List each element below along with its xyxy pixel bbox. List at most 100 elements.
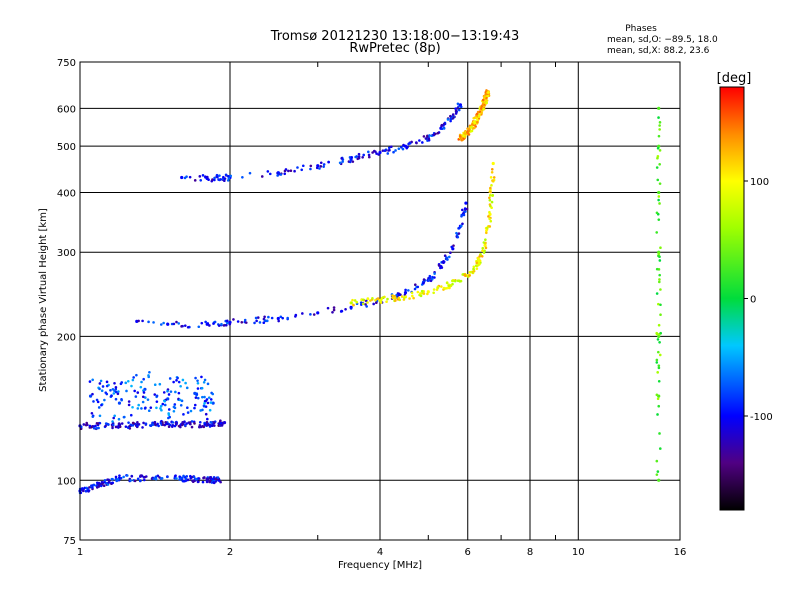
- data-point: [367, 153, 371, 157]
- data-point: [101, 385, 105, 388]
- data-point: [166, 322, 169, 326]
- data-point: [176, 376, 179, 380]
- data-point: [147, 374, 150, 377]
- data-point: [482, 107, 486, 111]
- data-point: [148, 370, 151, 374]
- data-point: [186, 325, 190, 329]
- data-point: [270, 316, 274, 320]
- data-point: [179, 403, 183, 407]
- data-point: [386, 297, 389, 301]
- data-point: [316, 311, 320, 315]
- data-point: [222, 324, 226, 327]
- data-point: [350, 301, 353, 305]
- data-point: [253, 321, 256, 325]
- data-point: [400, 145, 403, 149]
- data-point: [401, 147, 405, 151]
- data-point: [392, 150, 395, 154]
- data-point: [204, 176, 207, 179]
- data-point: [658, 202, 661, 205]
- data-point: [173, 406, 177, 410]
- data-point: [86, 487, 89, 491]
- data-point: [412, 296, 415, 300]
- data-point: [127, 400, 131, 403]
- data-point: [218, 174, 221, 177]
- data-point: [477, 258, 481, 261]
- data-point: [383, 149, 386, 152]
- data-point: [362, 298, 365, 302]
- data-point: [189, 422, 192, 426]
- data-point: [461, 222, 464, 226]
- data-point: [443, 254, 447, 258]
- data-point: [422, 135, 426, 138]
- data-point: [181, 423, 184, 427]
- data-point: [162, 321, 165, 325]
- data-point: [332, 308, 336, 312]
- data-point: [487, 91, 490, 94]
- data-point: [436, 131, 440, 135]
- data-point: [194, 396, 198, 399]
- data-point: [659, 331, 662, 335]
- data-point: [85, 423, 89, 427]
- data-point: [98, 414, 102, 418]
- data-point: [97, 406, 101, 409]
- data-point: [442, 261, 445, 265]
- data-point: [240, 320, 244, 324]
- data-point: [182, 413, 185, 416]
- y-tick-label: 600: [57, 104, 76, 115]
- phase-info-x: mean, sd,X: 88.2, 23.6: [607, 46, 710, 56]
- data-point: [177, 391, 181, 395]
- data-point: [196, 379, 199, 383]
- data-point: [135, 373, 138, 377]
- data-point: [210, 424, 214, 427]
- data-point: [188, 175, 192, 179]
- data-point: [463, 207, 467, 210]
- data-point: [294, 313, 298, 317]
- data-point: [457, 227, 460, 230]
- data-point: [491, 179, 495, 183]
- data-point: [658, 128, 661, 131]
- data-point: [111, 420, 114, 423]
- data-point: [479, 107, 483, 110]
- data-point: [448, 286, 451, 290]
- colorbar-label: [deg]: [717, 71, 752, 86]
- data-point: [88, 424, 92, 428]
- data-point: [152, 477, 156, 481]
- data-point: [488, 212, 492, 216]
- data-point: [167, 412, 170, 415]
- data-point: [225, 319, 229, 323]
- data-point: [457, 108, 461, 112]
- data-point: [151, 423, 155, 426]
- data-point: [149, 406, 153, 409]
- data-point: [206, 477, 209, 480]
- data-point: [208, 408, 212, 412]
- data-point: [378, 150, 382, 155]
- data-point: [418, 139, 421, 142]
- data-point: [656, 413, 659, 416]
- data-point: [410, 291, 414, 295]
- data-point: [206, 401, 210, 405]
- data-point: [209, 401, 213, 404]
- data-point: [174, 421, 178, 425]
- data-point: [488, 203, 492, 206]
- data-point: [351, 298, 354, 302]
- data-point: [367, 150, 370, 154]
- data-point: [657, 302, 660, 306]
- data-point: [379, 300, 382, 303]
- data-point: [656, 350, 660, 354]
- data-point: [153, 383, 157, 387]
- data-points: [78, 89, 662, 495]
- data-point: [658, 259, 662, 262]
- data-point: [218, 178, 221, 182]
- data-point: [125, 474, 129, 477]
- data-point: [100, 389, 104, 393]
- data-point: [114, 425, 118, 429]
- data-point: [184, 381, 187, 385]
- data-point: [129, 423, 133, 427]
- data-point: [105, 380, 109, 384]
- data-point: [217, 324, 221, 327]
- data-point: [95, 426, 99, 430]
- data-point: [350, 156, 354, 159]
- data-point: [203, 476, 206, 479]
- data-point: [232, 318, 235, 321]
- data-point: [129, 413, 133, 417]
